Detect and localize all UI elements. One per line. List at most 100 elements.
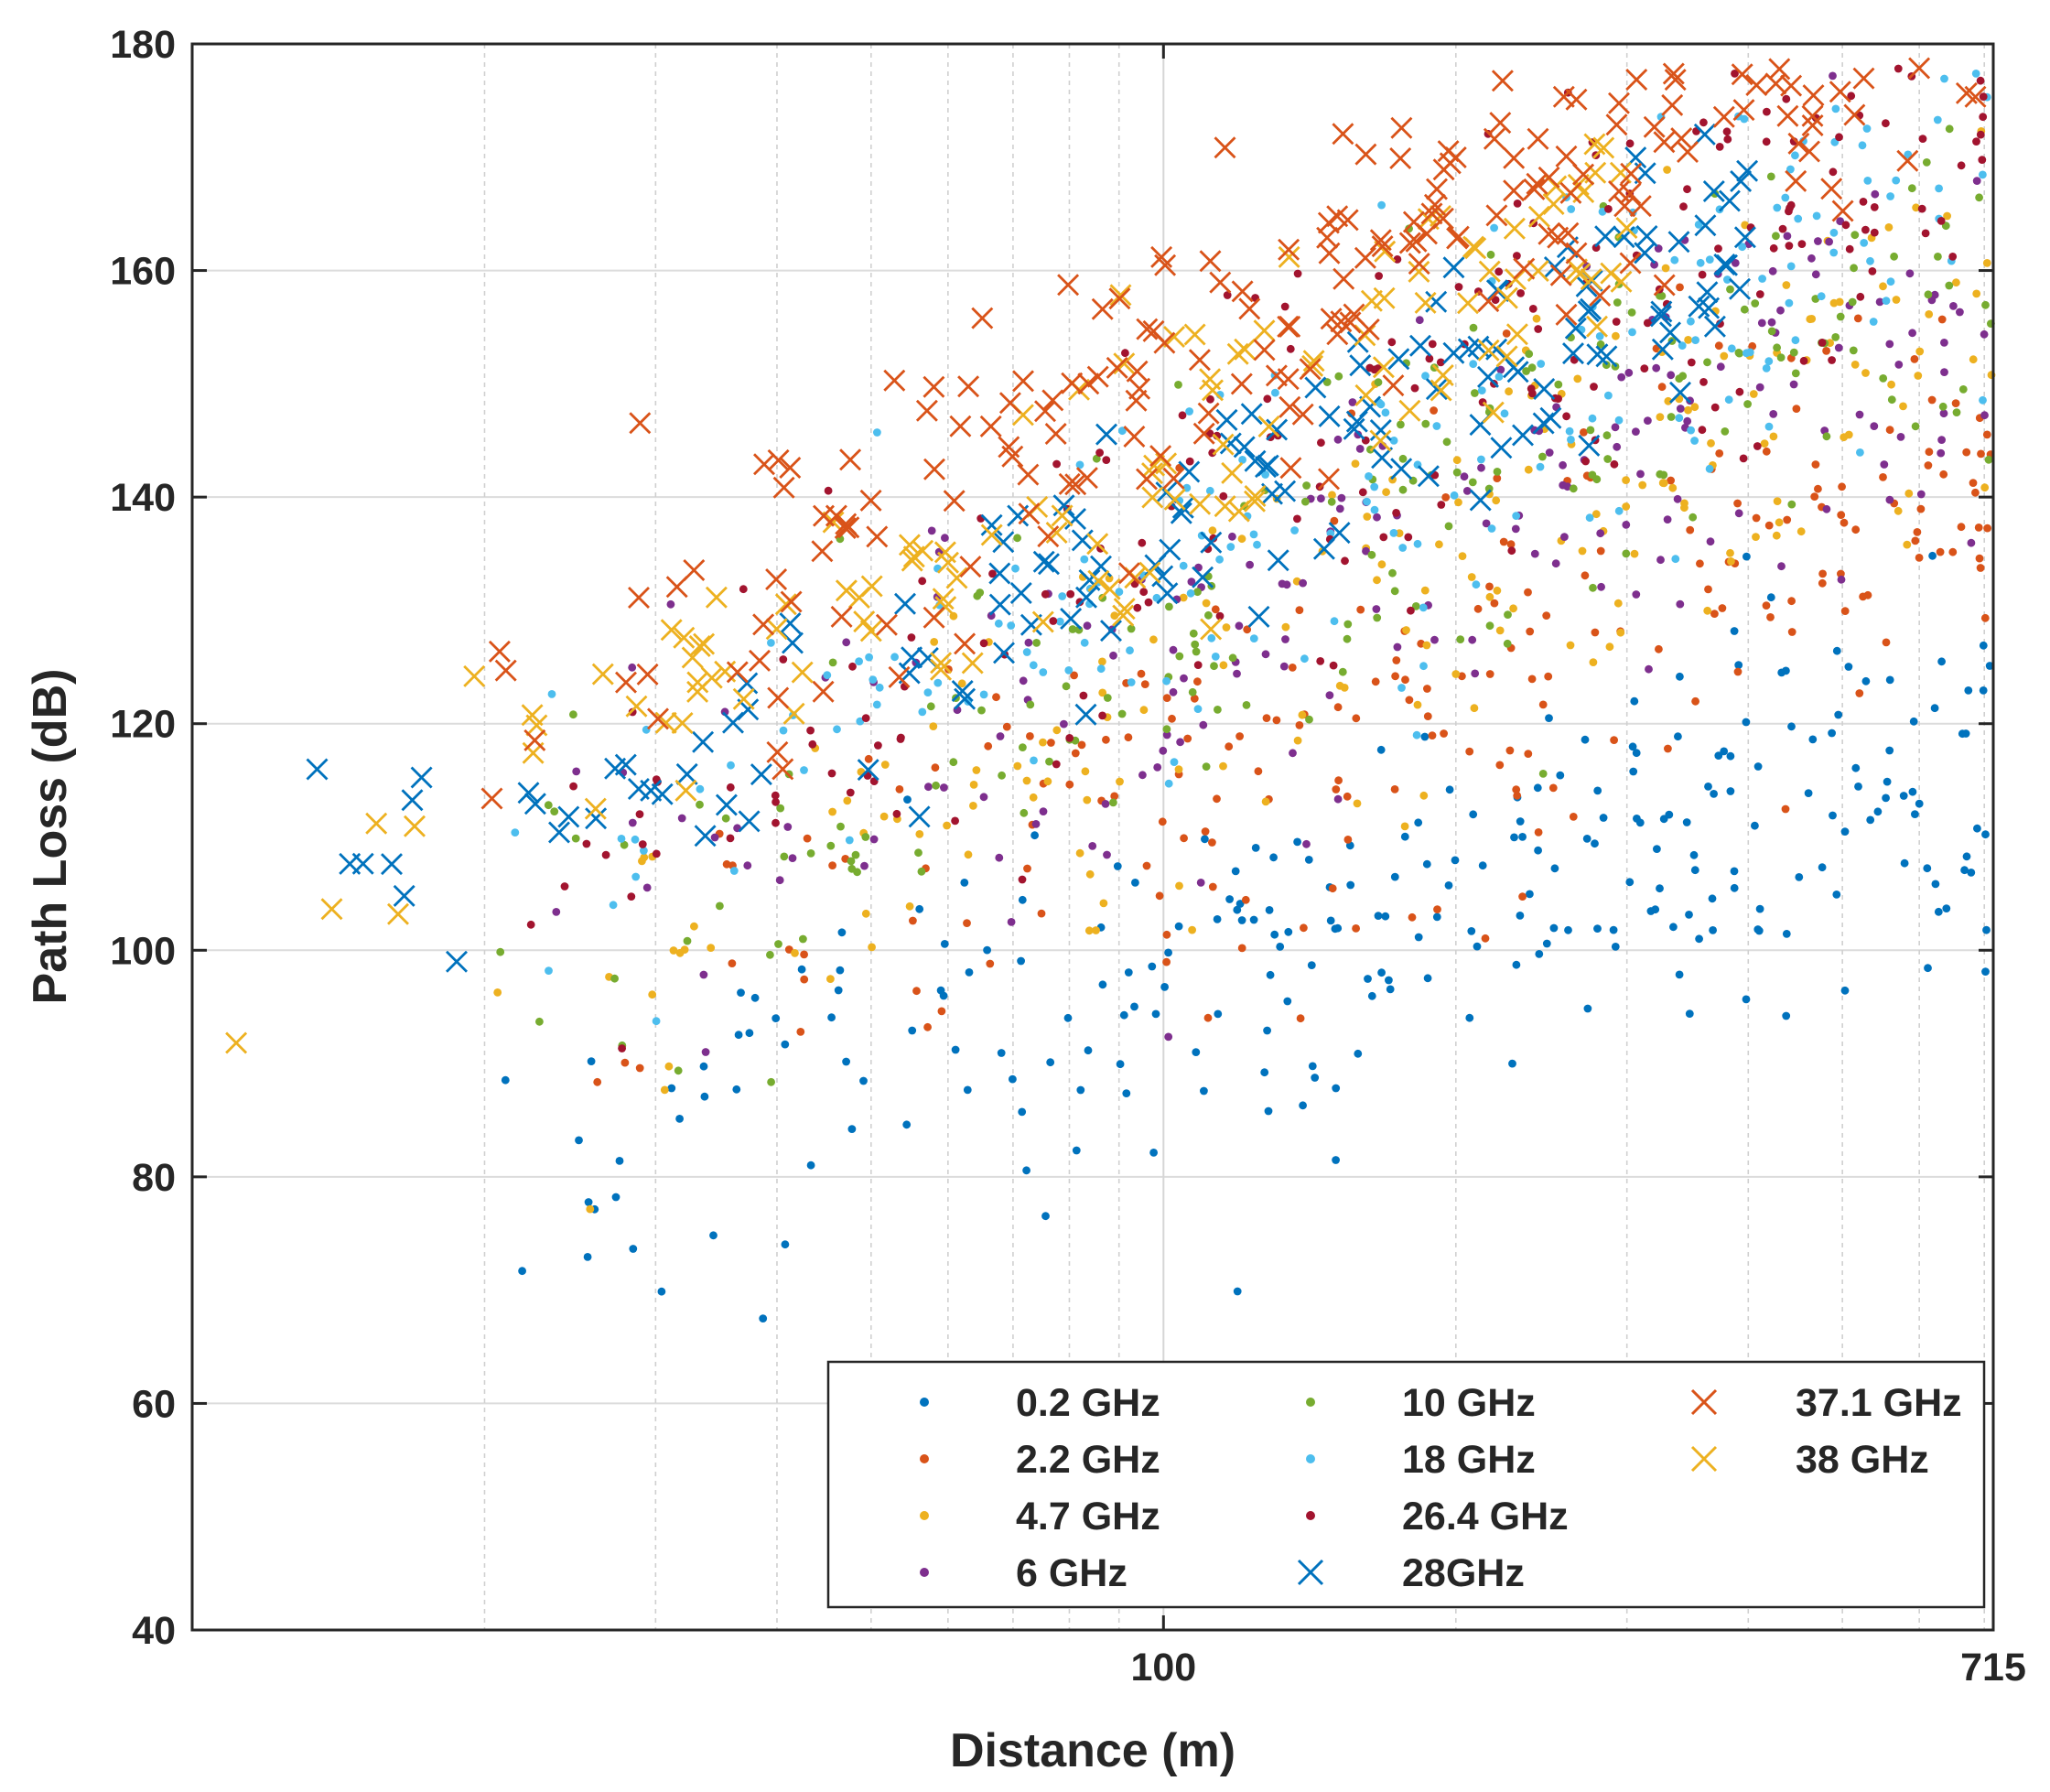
data-point xyxy=(1566,258,1588,281)
data-point xyxy=(1231,867,1240,876)
data-point xyxy=(1937,657,1947,666)
data-point xyxy=(1329,661,1338,670)
data-point xyxy=(690,922,698,931)
data-point xyxy=(1870,228,1879,237)
data-point xyxy=(1385,976,1393,985)
data-point xyxy=(922,375,945,398)
data-point xyxy=(917,867,926,876)
data-point xyxy=(686,680,709,703)
data-point xyxy=(1862,124,1872,133)
data-point xyxy=(1199,720,1208,729)
data-point xyxy=(627,892,636,901)
data-point xyxy=(1064,508,1086,530)
data-point xyxy=(1907,184,1916,193)
data-point xyxy=(1829,167,1838,177)
data-point xyxy=(1743,400,1752,408)
data-point xyxy=(1696,258,1705,267)
data-point xyxy=(1976,130,1985,139)
data-point xyxy=(1237,534,1246,544)
data-point xyxy=(1335,504,1344,513)
data-point xyxy=(1420,202,1443,225)
data-point xyxy=(1337,493,1346,502)
data-point xyxy=(1219,432,1242,455)
data-point xyxy=(1782,94,1791,103)
data-point xyxy=(1495,761,1505,770)
data-point xyxy=(1506,540,1516,549)
data-point xyxy=(905,901,914,911)
data-point xyxy=(1269,853,1278,862)
data-point xyxy=(609,901,618,910)
data-point xyxy=(1716,362,1725,372)
data-point xyxy=(1160,983,1169,991)
data-point xyxy=(1843,103,1866,126)
data-point xyxy=(1656,413,1665,421)
data-point xyxy=(1591,510,1601,519)
data-point xyxy=(806,1160,815,1170)
data-point xyxy=(1900,858,1909,868)
data-point xyxy=(1875,297,1884,307)
data-point xyxy=(1792,405,1801,413)
data-point xyxy=(1034,400,1056,423)
data-point xyxy=(1060,608,1083,630)
data-point xyxy=(851,850,860,859)
data-point xyxy=(1924,290,1933,299)
data-point xyxy=(806,726,815,735)
data-point xyxy=(781,1240,790,1249)
data-point xyxy=(1400,822,1409,831)
data-point xyxy=(1493,468,1502,476)
data-point xyxy=(1348,398,1357,406)
data-point xyxy=(1206,394,1214,404)
data-point xyxy=(1762,137,1771,146)
data-point xyxy=(1588,414,1597,423)
data-point xyxy=(648,990,657,999)
data-point xyxy=(1828,729,1836,738)
data-point xyxy=(1032,639,1041,647)
data-point xyxy=(1580,268,1602,291)
data-point xyxy=(1238,456,1246,464)
data-point xyxy=(997,1049,1006,1057)
data-point xyxy=(847,864,857,873)
data-point xyxy=(1726,285,1734,294)
data-point xyxy=(1333,703,1343,712)
data-point xyxy=(994,619,1003,628)
data-point xyxy=(1967,538,1976,547)
data-point xyxy=(1740,305,1749,314)
data-point xyxy=(1197,402,1220,425)
data-point xyxy=(1075,848,1084,858)
data-point xyxy=(1222,623,1231,632)
data-point xyxy=(915,904,924,913)
data-point xyxy=(1840,518,1849,527)
data-point xyxy=(1513,791,1522,800)
data-point xyxy=(1299,578,1307,588)
data-point xyxy=(749,649,771,672)
data-point xyxy=(635,810,644,818)
data-point xyxy=(1505,746,1515,755)
data-point xyxy=(897,733,905,742)
data-point xyxy=(1840,827,1850,836)
data-point xyxy=(523,729,546,751)
data-point xyxy=(1979,170,1987,179)
data-point xyxy=(1581,457,1590,466)
data-point xyxy=(1614,506,1624,515)
data-point xyxy=(1219,491,1228,501)
data-point xyxy=(860,861,869,870)
data-point xyxy=(1141,486,1164,509)
data-point xyxy=(1139,588,1149,597)
data-point xyxy=(1694,221,1703,229)
data-point xyxy=(1573,374,1582,383)
data-point xyxy=(1188,925,1196,934)
data-point xyxy=(1397,684,1406,692)
legend-marker-dot xyxy=(920,1568,929,1577)
data-point xyxy=(1465,1013,1474,1022)
data-point xyxy=(1689,513,1698,522)
data-point xyxy=(1494,267,1504,276)
data-point xyxy=(1442,437,1451,447)
data-point xyxy=(1885,746,1894,755)
data-point xyxy=(1064,473,1087,496)
data-point xyxy=(1221,461,1244,484)
data-point xyxy=(868,943,876,952)
data-point xyxy=(727,761,735,770)
data-point xyxy=(1933,115,1942,124)
data-point xyxy=(927,526,936,535)
data-point xyxy=(1201,827,1210,836)
